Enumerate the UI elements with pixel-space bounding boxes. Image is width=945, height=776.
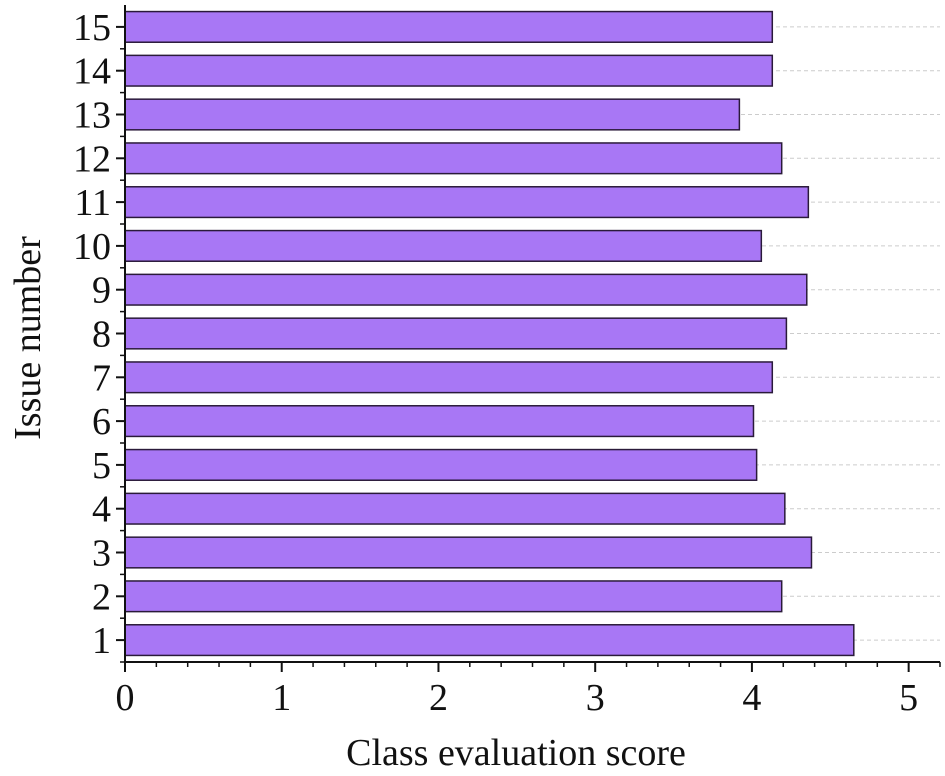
bar-issue-7 <box>124 361 774 394</box>
x-axis-title: Class evaluation score <box>346 732 686 774</box>
y-tick-label: 8 <box>92 314 111 356</box>
bar-issue-2 <box>124 580 783 613</box>
x-tick-label: 1 <box>272 677 291 719</box>
bar-issue-10 <box>124 229 763 262</box>
x-tick-label: 0 <box>116 677 135 719</box>
y-tick-label: 3 <box>92 533 111 575</box>
y-tick-label: 9 <box>92 270 111 312</box>
x-tick-label: 2 <box>429 677 448 719</box>
y-tick-label: 12 <box>73 138 111 180</box>
bar-issue-9 <box>124 273 808 306</box>
axes <box>116 5 941 672</box>
y-axis-title: Issue number <box>7 236 49 440</box>
y-tick-label: 1 <box>92 620 111 662</box>
y-tick-label: 14 <box>73 51 111 93</box>
y-tick-label: 15 <box>73 7 111 49</box>
bar-issue-6 <box>124 405 755 438</box>
bar-issue-5 <box>124 448 758 481</box>
bar-issue-11 <box>124 186 810 219</box>
bar-issue-3 <box>124 536 813 569</box>
x-tick-label: 4 <box>742 677 761 719</box>
x-tick-labels: 0 1 2 3 4 5 <box>116 677 919 719</box>
bar-issue-4 <box>124 492 786 525</box>
y-tick-label: 6 <box>92 401 111 443</box>
y-tick-label: 10 <box>73 226 111 268</box>
y-tick-label: 11 <box>74 182 111 224</box>
bar-issue-13 <box>124 98 741 131</box>
bar-issue-1 <box>124 624 855 657</box>
y-tick-label: 2 <box>92 576 111 618</box>
y-tick-label: 13 <box>73 95 111 137</box>
x-tick-label: 3 <box>586 677 605 719</box>
x-tick-label: 5 <box>899 677 918 719</box>
y-tick-label: 7 <box>92 357 111 399</box>
bar-issue-12 <box>124 142 783 175</box>
y-tick-label: 5 <box>92 445 111 487</box>
bars <box>124 10 855 657</box>
bar-issue-8 <box>124 317 788 350</box>
bar-issue-14 <box>124 54 774 87</box>
y-tick-label: 4 <box>92 489 111 531</box>
bar-issue-15 <box>124 10 774 43</box>
